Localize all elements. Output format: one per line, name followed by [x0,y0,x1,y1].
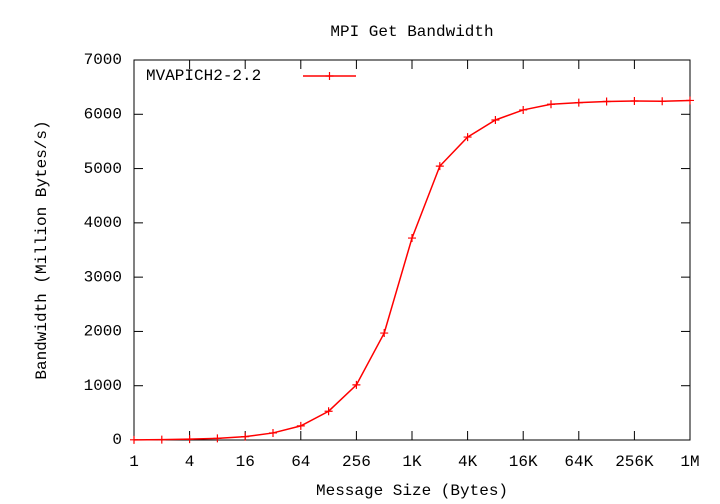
y-axis-label: Bandwidth (Million Bytes/s) [33,120,51,379]
point [324,407,333,416]
point [352,380,361,389]
point [519,105,528,114]
point [463,133,472,142]
y-tick-label: 3000 [84,268,122,286]
point [241,432,250,441]
x-tick-label: 1 [129,453,139,471]
point [602,97,611,106]
y-tick-label: 4000 [84,214,122,232]
point [435,162,444,171]
y-tick-label: 1000 [84,377,122,395]
legend-marker [325,72,334,80]
x-tick-label: 1K [402,453,422,471]
x-axis-label: Message Size (Bytes) [316,482,508,500]
point [296,421,305,430]
x-tick-label: 256 [342,453,371,471]
series-line [133,99,691,441]
point [491,115,500,124]
point [185,435,194,444]
x-tick-label: 64K [564,453,593,471]
point [380,329,389,338]
point [269,428,277,437]
point [408,234,416,243]
chart-title: MPI Get Bandwidth [330,23,493,41]
point [658,97,667,106]
point [547,100,555,109]
y-tick-label: 0 [112,431,122,449]
plot-frame [133,59,691,441]
x-tick-label: 16K [509,453,538,471]
point [574,98,583,107]
legend-label: MVAPICH2-2.2 [146,67,261,85]
y-tick-label: 5000 [84,160,122,178]
x-tick-label: 64 [291,453,310,471]
point [157,435,166,444]
point [630,96,639,105]
x-tick-label: 4K [458,453,478,471]
point [686,96,694,105]
y-tick-label: 2000 [84,323,122,341]
x-tick-label: 1M [680,453,699,471]
point [130,435,138,444]
y-tick-label: 7000 [84,51,122,69]
point [213,434,222,443]
x-tick-label: 4 [185,453,195,471]
x-tick-label: 256K [615,453,654,471]
y-tick-label: 6000 [84,106,122,124]
x-tick-label: 16 [236,453,255,471]
